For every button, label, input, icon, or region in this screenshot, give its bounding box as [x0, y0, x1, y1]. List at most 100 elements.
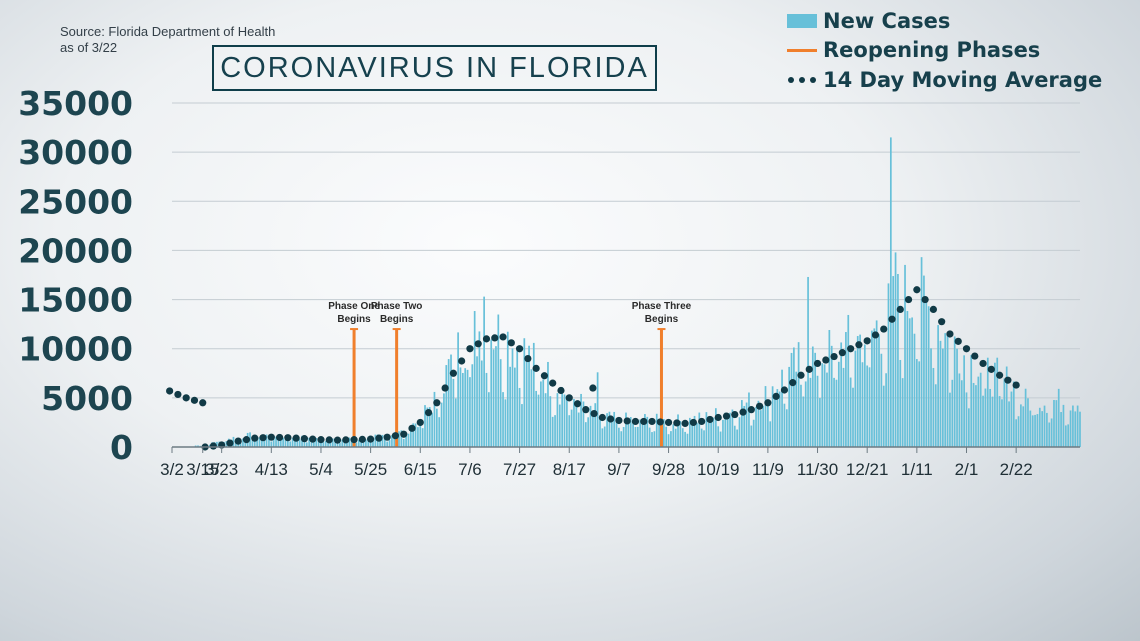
- x-tick-label: 7/27: [503, 460, 536, 479]
- new-cases-bar: [953, 336, 956, 447]
- new-cases-bar: [504, 399, 507, 447]
- new-cases-bar: [797, 342, 800, 447]
- new-cases-bar: [443, 393, 445, 447]
- legend-item-reopening-phases: Reopening Phases: [787, 36, 1102, 66]
- moving-average-point: [190, 396, 199, 404]
- new-cases-bar: [589, 405, 592, 447]
- new-cases-bar: [566, 398, 568, 447]
- new-cases-bars: [194, 137, 1081, 447]
- new-cases-bar: [573, 398, 575, 447]
- new-cases-bar: [1010, 391, 1013, 447]
- new-cases-bar: [651, 432, 653, 447]
- new-cases-bar: [930, 348, 932, 447]
- moving-average-point: [199, 399, 207, 407]
- moving-average-point: [747, 406, 755, 414]
- new-cases-bar: [570, 409, 573, 447]
- x-tick-label: 6/15: [404, 460, 437, 479]
- new-cases-bar: [469, 377, 471, 447]
- new-cases-bar: [1072, 405, 1074, 447]
- moving-average-point: [234, 437, 242, 445]
- moving-average-point: [441, 384, 449, 392]
- moving-average-point: [954, 337, 962, 345]
- new-cases-bar: [989, 388, 991, 447]
- chart-title-box: CORONAVIRUS IN FLORIDA: [212, 45, 657, 91]
- new-cases-bar: [762, 406, 764, 447]
- new-cases-bar: [289, 441, 292, 447]
- moving-average-point: [888, 315, 896, 323]
- moving-average-point: [317, 436, 325, 444]
- new-cases-bar: [480, 360, 483, 447]
- new-cases-bar: [918, 361, 921, 447]
- moving-average-point: [938, 318, 946, 326]
- new-cases-bar: [523, 338, 526, 447]
- new-cases-bar: [310, 438, 313, 447]
- new-cases-bar: [755, 406, 757, 447]
- new-cases-bar: [767, 405, 769, 447]
- moving-average-point: [391, 432, 400, 440]
- moving-average-point: [913, 286, 921, 294]
- new-cases-bar: [398, 431, 400, 447]
- legend-item-moving-average: 14 Day Moving Average: [787, 65, 1102, 95]
- new-cases-bar: [433, 391, 436, 447]
- new-cases-bar: [537, 394, 540, 447]
- new-cases-bar: [783, 403, 786, 447]
- new-cases-bar: [440, 402, 443, 447]
- new-cases-bar: [625, 412, 627, 447]
- moving-average-point: [433, 399, 441, 407]
- new-cases-bar: [641, 420, 644, 447]
- new-cases-bar: [447, 359, 450, 447]
- new-cases-bar: [873, 328, 876, 447]
- new-cases-bar: [452, 378, 455, 447]
- new-cases-bar: [724, 412, 727, 447]
- new-cases-bar: [1005, 366, 1008, 447]
- new-cases-bar: [956, 348, 958, 447]
- new-cases-bar: [372, 439, 374, 447]
- new-cases-bar: [409, 428, 412, 447]
- new-cases-bar: [904, 264, 906, 447]
- new-cases-bar: [261, 435, 263, 447]
- moving-average-point: [706, 415, 714, 424]
- moving-average-point: [226, 439, 234, 447]
- new-cases-bar: [556, 393, 559, 447]
- new-cases-bar: [291, 438, 294, 447]
- new-cases-bar: [599, 417, 601, 447]
- new-cases-bar: [216, 441, 218, 447]
- moving-average-point: [880, 325, 888, 333]
- new-cases-bar: [225, 441, 228, 447]
- new-cases-bar: [632, 420, 634, 447]
- legend-label: Reopening Phases: [823, 38, 1041, 63]
- moving-average-point: [582, 406, 590, 414]
- new-cases-bar: [1062, 404, 1065, 447]
- moving-average-point: [664, 418, 673, 427]
- new-cases-bar: [889, 137, 892, 447]
- new-cases-bar: [561, 387, 564, 447]
- new-cases-bar: [473, 311, 476, 447]
- moving-average-point: [780, 386, 789, 394]
- new-cases-bar: [648, 427, 651, 447]
- new-cases-bar: [672, 424, 675, 447]
- new-cases-bar: [845, 332, 847, 447]
- new-cases-bar: [1053, 400, 1055, 447]
- new-cases-bar: [369, 440, 372, 447]
- moving-average-point: [383, 433, 391, 441]
- new-cases-bar: [514, 367, 516, 447]
- new-cases-bar: [279, 436, 282, 447]
- new-cases-bar: [750, 425, 753, 447]
- new-cases-bar: [431, 412, 433, 447]
- new-cases-bar: [464, 368, 467, 447]
- new-cases-bar: [837, 361, 840, 447]
- new-cases-bar: [438, 417, 441, 447]
- phase-label: Begins: [645, 314, 679, 325]
- new-cases-bar: [804, 381, 807, 447]
- new-cases-bar: [1076, 405, 1079, 447]
- moving-average-point: [681, 419, 689, 428]
- new-cases-bar: [757, 400, 760, 447]
- new-cases-bar: [471, 364, 474, 447]
- new-cases-bar: [530, 369, 533, 447]
- new-cases-bar: [738, 417, 741, 447]
- new-cases-bar: [263, 435, 266, 447]
- new-cases-bar: [315, 437, 318, 447]
- moving-average-point: [524, 354, 532, 363]
- legend-label: 14 Day Moving Average: [823, 67, 1103, 92]
- new-cases-bar: [547, 361, 549, 447]
